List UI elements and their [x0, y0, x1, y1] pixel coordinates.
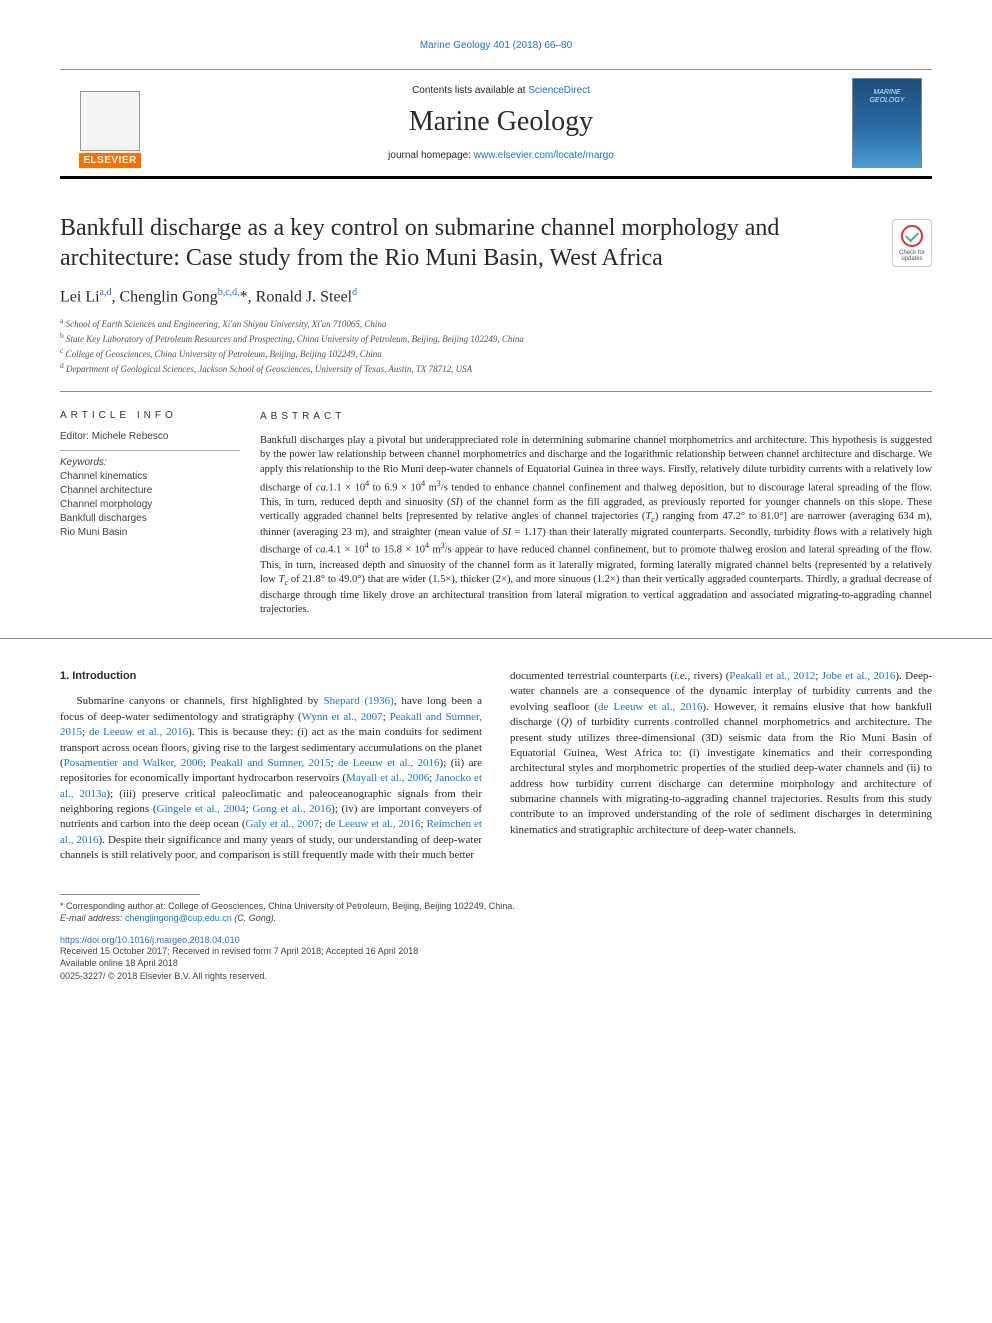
article-info-label: ARTICLE INFO: [60, 410, 240, 421]
copyright-line: 0025-3227/ © 2018 Elsevier B.V. All righ…: [60, 970, 932, 983]
body-paragraph: documented terrestrial counterparts (i.e…: [510, 669, 932, 838]
homepage-prefix: journal homepage:: [388, 150, 474, 161]
journal-title: Marine Geology: [150, 106, 852, 138]
masthead-center: Contents lists available at ScienceDirec…: [150, 85, 852, 161]
authors: Lei Lia,d, Chenglin Gongb,c,d,*, Ronald …: [60, 287, 932, 306]
body-columns: 1. Introduction Submarine canyons or cha…: [0, 639, 992, 864]
doi-line: https://doi.org/10.1016/j.margeo.2018.04…: [60, 935, 932, 945]
crossmark-badge[interactable]: Check for updates: [892, 219, 932, 267]
keyword: Channel kinematics: [60, 470, 240, 484]
affiliation-c: c College of Geosciences, China Universi…: [60, 346, 932, 361]
article-title: Bankfull discharge as a key control on s…: [60, 213, 932, 273]
keyword: Channel architecture: [60, 484, 240, 498]
journal-cover-thumbnail: MARINEGEOLOGY: [852, 78, 922, 168]
dates-line: Received 15 October 2017; Received in re…: [60, 945, 932, 958]
keyword: Rio Muni Basin: [60, 526, 240, 540]
article-head: Check for updates Bankfull discharge as …: [0, 179, 992, 392]
keyword: Bankfull discharges: [60, 512, 240, 526]
masthead: ELSEVIER Contents lists available at Sci…: [60, 69, 932, 179]
affiliation-a: a School of Earth Sciences and Engineeri…: [60, 316, 932, 331]
keywords-list: Channel kinematics Channel architecture …: [60, 470, 240, 540]
footnote-rule: [60, 894, 200, 895]
editor-name: Michele Rebesco: [92, 431, 169, 442]
editor-label: Editor:: [60, 431, 89, 442]
running-head: Marine Geology 401 (2018) 66–80: [60, 40, 932, 51]
corresponding-author: * Corresponding author at: College of Ge…: [60, 901, 932, 911]
abstract: ABSTRACT Bankfull discharges play a pivo…: [260, 410, 932, 618]
elsevier-logo: ELSEVIER: [70, 78, 150, 168]
footnotes: * Corresponding author at: College of Ge…: [0, 864, 992, 1023]
homepage-link[interactable]: www.elsevier.com/locate/margo: [474, 150, 614, 161]
abstract-label: ABSTRACT: [260, 410, 932, 424]
doi-link[interactable]: https://doi.org/10.1016/j.margeo.2018.04…: [60, 935, 240, 945]
info-abstract-row: ARTICLE INFO Editor: Michele Rebesco Key…: [0, 392, 992, 639]
section-heading: 1. Introduction: [60, 669, 482, 684]
column-left: 1. Introduction Submarine canyons or cha…: [60, 669, 482, 864]
crossmark-label: Check for updates: [893, 250, 931, 262]
affiliation-d: d Department of Geological Sciences, Jac…: [60, 361, 932, 376]
page-header: Marine Geology 401 (2018) 66–80 ELSEVIER…: [0, 0, 992, 179]
available-line: Available online 18 April 2018: [60, 957, 932, 970]
keyword: Channel morphology: [60, 498, 240, 512]
email-label: E-mail address:: [60, 913, 123, 923]
cover-title: MARINEGEOLOGY: [869, 89, 904, 104]
email-link[interactable]: chenglingong@cup.edu.cn: [125, 913, 232, 923]
contents-prefix: Contents lists available at: [412, 85, 528, 96]
contents-line: Contents lists available at ScienceDirec…: [150, 85, 852, 96]
elsevier-tree-icon: [80, 91, 140, 151]
email-suffix: (C. Gong).: [234, 913, 276, 923]
corresponding-email: E-mail address: chenglingong@cup.edu.cn …: [60, 913, 932, 923]
homepage-line: journal homepage: www.elsevier.com/locat…: [150, 150, 852, 161]
column-right: documented terrestrial counterparts (i.e…: [510, 669, 932, 864]
keywords-label: Keywords:: [60, 457, 240, 468]
elsevier-wordmark: ELSEVIER: [79, 153, 140, 168]
editor-line: Editor: Michele Rebesco: [60, 431, 240, 451]
body-paragraph: Submarine canyons or channels, first hig…: [60, 694, 482, 863]
affiliations: a School of Earth Sciences and Engineeri…: [60, 316, 932, 391]
crossmark-icon: [901, 225, 923, 247]
abstract-body: Bankfull discharges play a pivotal but u…: [260, 434, 932, 618]
affiliation-b: b State Key Laboratory of Petroleum Reso…: [60, 331, 932, 346]
sciencedirect-link[interactable]: ScienceDirect: [528, 85, 590, 96]
article-info: ARTICLE INFO Editor: Michele Rebesco Key…: [60, 410, 260, 618]
